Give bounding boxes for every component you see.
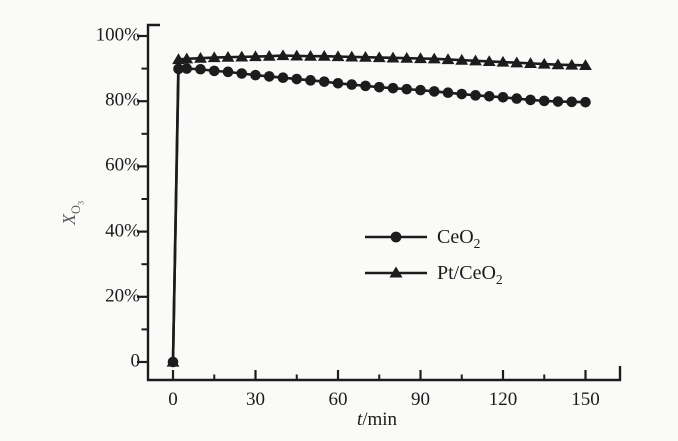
data-point-triangle: [372, 51, 386, 63]
data-point-triangle: [400, 51, 414, 63]
data-point-circle: [456, 88, 468, 100]
data-point-triangle: [235, 50, 249, 62]
data-point-triangle: [359, 50, 372, 62]
data-point-circle: [250, 69, 261, 81]
data-point-triangle: [537, 57, 551, 69]
data-point-triangle: [441, 53, 455, 65]
data-point-triangle: [194, 51, 207, 63]
data-point-circle: [332, 77, 344, 89]
data-point-circle: [525, 94, 536, 106]
data-point-circle: [470, 90, 481, 101]
triangle-marker-icon: [365, 266, 427, 278]
data-point-circle: [318, 76, 330, 87]
data-point-circle: [360, 80, 371, 92]
y-tick-label: 60%: [105, 154, 140, 176]
series-line-Pt-CeO2: [171, 54, 586, 363]
data-point-circle: [566, 96, 578, 108]
data-point-triangle: [290, 49, 304, 61]
data-point-triangle: [262, 50, 276, 61]
data-point-circle: [195, 63, 206, 75]
data-point-triangle: [166, 355, 180, 367]
data-point-circle: [483, 91, 495, 102]
data-point-triangle: [496, 55, 510, 67]
data-point-triangle: [249, 50, 262, 62]
data-point-circle: [511, 93, 523, 104]
data-point-circle: [291, 73, 303, 85]
data-point-triangle: [304, 50, 317, 61]
data-point-circle: [181, 63, 193, 74]
legend: CeO2 Pt/CeO2: [364, 219, 503, 291]
data-point-triangle: [414, 52, 427, 64]
data-point-triangle: [207, 51, 221, 63]
y-tick-label: 100%: [95, 24, 140, 46]
data-point-circle: [442, 87, 454, 99]
data-point-triangle: [317, 50, 331, 61]
data-point-triangle: [565, 58, 579, 70]
data-point-triangle: [469, 54, 482, 66]
data-point-triangle: [386, 51, 400, 63]
data-point-triangle: [180, 52, 194, 64]
data-point-circle: [263, 71, 275, 82]
data-point-circle: [277, 72, 289, 84]
data-point-triangle: [482, 55, 496, 67]
x-tick-label: 30: [246, 389, 265, 410]
data-point-triangle: [345, 50, 359, 62]
data-point-circle: [428, 86, 440, 97]
data-point-triangle: [524, 57, 537, 68]
y-tick-label: 0: [130, 350, 141, 372]
y-tick-label: 80%: [105, 89, 140, 111]
x-tick-label: 120: [488, 389, 518, 410]
x-tick-label: 0: [168, 389, 178, 410]
data-point-triangle: [276, 49, 290, 61]
data-point-circle: [401, 83, 413, 95]
data-point-circle: [208, 65, 220, 77]
data-point-circle: [222, 66, 234, 78]
y-tick-label: 40%: [105, 220, 140, 242]
data-point-circle: [552, 96, 564, 107]
data-point-triangle: [455, 53, 469, 65]
legend-item-ceo2: CeO2: [364, 219, 503, 255]
data-point-circle: [236, 68, 248, 79]
data-point-triangle: [551, 58, 565, 70]
data-point-triangle: [510, 56, 524, 68]
x-tick-label: 150: [571, 389, 600, 410]
x-tick-label: 90: [411, 389, 430, 410]
series-line-CeO2: [171, 67, 586, 363]
circle-marker-icon: [365, 231, 427, 243]
data-point-circle: [538, 95, 550, 107]
legend-item-pt-ceo2: Pt/CeO2: [364, 255, 503, 291]
axes: [146, 23, 622, 382]
legend-label-ceo2: CeO2: [437, 226, 481, 251]
data-point-circle: [373, 81, 385, 93]
x-tick-label: 60: [328, 389, 348, 410]
data-point-circle: [415, 84, 426, 96]
x-axis-title: t/min: [356, 409, 398, 430]
data-point-circle: [305, 75, 316, 86]
legend-label-pt-ceo2: Pt/CeO2: [437, 262, 503, 287]
x-axis-title-symbol: t: [356, 409, 363, 430]
data-point-triangle: [579, 59, 592, 70]
data-point-circle: [580, 96, 591, 108]
data-point-triangle: [427, 52, 441, 64]
data-point-circle: [346, 79, 358, 90]
data-point-circle: [497, 91, 509, 103]
y-tick-label: 20%: [105, 285, 140, 307]
data-point-circle: [387, 82, 399, 94]
data-point-triangle: [331, 50, 345, 62]
data-point-triangle: [221, 50, 235, 62]
